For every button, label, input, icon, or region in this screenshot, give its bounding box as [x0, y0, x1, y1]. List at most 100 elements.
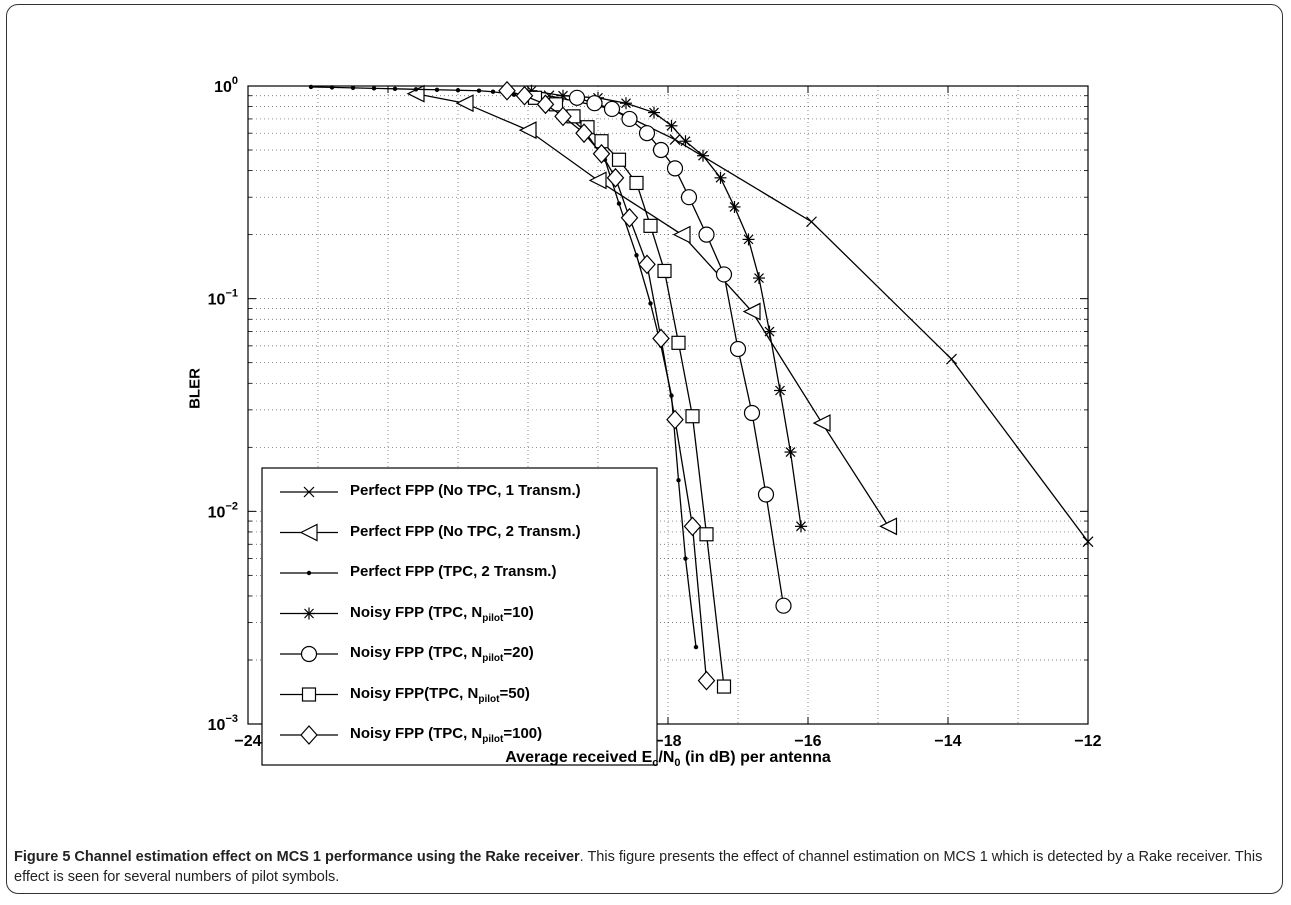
series-5 [568, 89, 792, 614]
marker-stroke [796, 521, 806, 532]
data-point [606, 167, 625, 188]
data-point [879, 517, 898, 536]
data-point [666, 409, 684, 430]
data-point [371, 86, 377, 91]
x-tick-label: −16 [794, 733, 821, 750]
data-point [697, 670, 716, 691]
legend-marker [303, 607, 315, 620]
data-point [757, 486, 775, 503]
data-point [476, 88, 482, 93]
marker-stroke [621, 98, 631, 109]
data-point [620, 207, 639, 228]
data-point [666, 160, 684, 177]
data-point [806, 216, 817, 228]
marker-stroke [715, 172, 726, 183]
marker-stroke [680, 136, 691, 147]
data-point [592, 143, 611, 164]
x-tick-label: −14 [934, 733, 961, 750]
data-point [742, 233, 755, 246]
data-point [714, 171, 727, 184]
y-tick-label: 10−3 [208, 713, 238, 734]
marker-stroke [698, 150, 708, 161]
data-point [699, 527, 714, 542]
data-point [946, 353, 957, 365]
x-axis-label-part: (in dB) per antenna [680, 749, 831, 766]
x-axis-label-subscript: c [652, 757, 659, 770]
data-point [392, 86, 398, 92]
x-tick-label: −12 [1074, 733, 1101, 750]
marker-stroke [729, 202, 740, 212]
data-point [1082, 536, 1094, 548]
data-point [490, 89, 496, 94]
data-point [308, 84, 314, 90]
series-2 [406, 84, 898, 536]
data-point [753, 272, 765, 285]
data-point [698, 226, 715, 243]
data-point [603, 100, 621, 118]
data-point [575, 123, 593, 144]
data-point [743, 404, 761, 422]
data-point [812, 414, 831, 433]
series-4 [525, 84, 807, 533]
data-point [784, 446, 797, 459]
data-point [621, 110, 638, 128]
legend-marker [300, 645, 318, 663]
series-7 [498, 80, 716, 691]
figure-caption: Figure 5 Channel estimation effect on MC… [14, 847, 1276, 887]
data-point [665, 119, 678, 132]
data-point [680, 189, 698, 206]
data-point [697, 149, 709, 162]
legend-marker [301, 687, 317, 702]
series-line [531, 90, 802, 527]
marker-stroke [649, 107, 659, 118]
data-point [671, 335, 686, 350]
data-point [652, 328, 670, 349]
data-point [616, 201, 622, 206]
data-point [657, 263, 672, 279]
data-point [536, 94, 555, 115]
data-point [611, 152, 627, 167]
data-point [652, 141, 670, 159]
data-point [455, 88, 461, 93]
data-point [728, 200, 741, 213]
marker-stroke [764, 326, 775, 337]
legend-sample-7 [280, 725, 338, 745]
data-point [413, 87, 419, 92]
data-point [588, 171, 607, 190]
legend-marker [306, 570, 312, 576]
marker-stroke [806, 216, 817, 228]
x-axis-label-part: /N [658, 749, 675, 766]
y-tick-label: 10−1 [208, 288, 238, 309]
data-point [518, 121, 537, 140]
data-point [329, 85, 335, 90]
data-point [683, 516, 702, 537]
y-tick-label: 100 [214, 75, 238, 96]
marker-stroke [946, 353, 957, 365]
x-axis-label: Average received Ec/N0 (in dB) per anten… [248, 749, 1088, 769]
x-tick-label: −18 [654, 733, 681, 750]
data-point [638, 125, 656, 142]
data-point [742, 302, 761, 321]
data-point [693, 644, 699, 650]
legend-box [261, 467, 658, 766]
series-line [415, 93, 890, 527]
marker-stroke [304, 608, 314, 619]
legend-sample-1 [280, 486, 338, 498]
marker-stroke [754, 273, 764, 283]
data-point [629, 175, 644, 191]
marker-stroke [785, 447, 796, 457]
marker-stroke [669, 134, 681, 145]
caption-title: Figure 5 Channel estimation effect on MC… [14, 849, 580, 865]
data-point [676, 478, 681, 483]
legend-sample-2 [280, 523, 338, 542]
marker-stroke [303, 486, 315, 498]
legend-sample-4 [280, 607, 338, 620]
figure-frame [6, 4, 1283, 894]
data-point [774, 384, 786, 397]
marker-stroke [743, 234, 754, 245]
data-point [554, 106, 572, 127]
data-point [498, 80, 516, 101]
data-point [795, 520, 807, 533]
data-point [679, 135, 692, 148]
